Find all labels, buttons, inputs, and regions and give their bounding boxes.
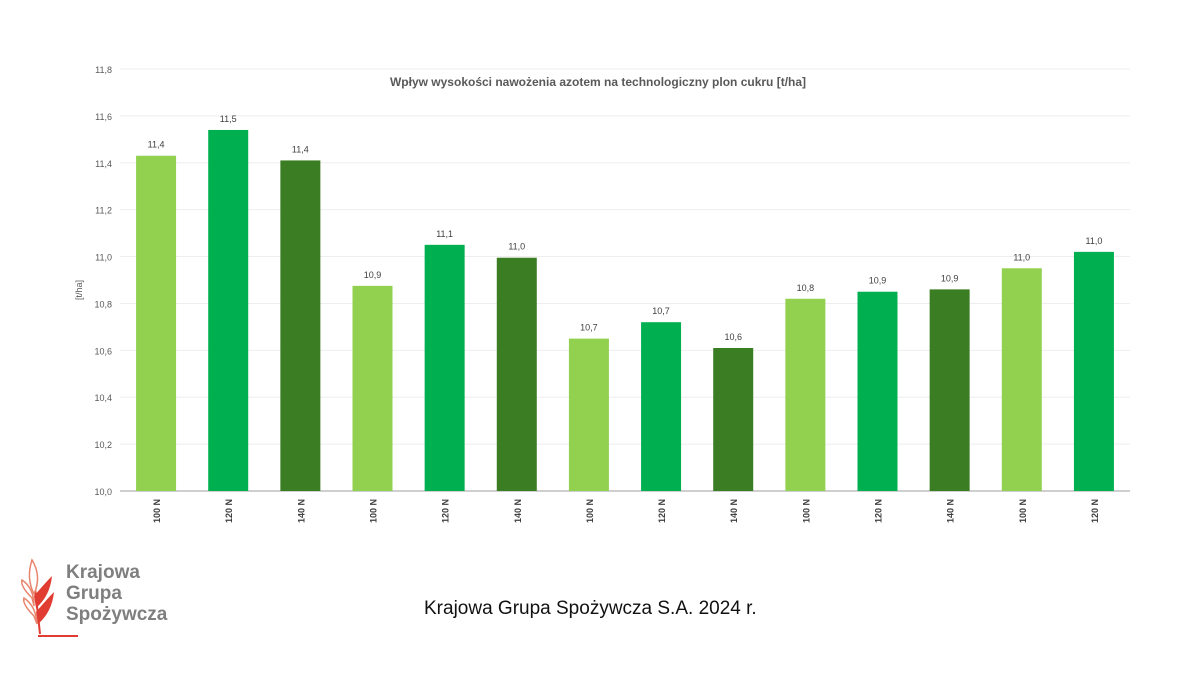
y-tick-label: 10,2 (94, 440, 112, 450)
bar (857, 291, 898, 491)
x-tick-label: 100 N (152, 499, 162, 523)
bar (785, 298, 826, 491)
bar (352, 285, 393, 491)
x-tick-label: 100 N (801, 499, 811, 523)
data-label: 10,9 (364, 270, 382, 280)
y-tick-label: 11,8 (95, 65, 112, 75)
y-tick-label: 10,8 (94, 299, 112, 309)
x-tick-label: 140 N (296, 499, 306, 523)
data-label: 10,6 (724, 332, 742, 342)
data-label: 10,9 (869, 276, 887, 286)
data-label: 10,8 (797, 283, 815, 293)
data-label: 10,7 (580, 323, 598, 333)
data-label: 11,5 (220, 114, 237, 124)
wheat-logo-icon (20, 558, 78, 637)
y-tick-label: 11,4 (95, 159, 112, 169)
data-label: 11,0 (1085, 236, 1102, 246)
data-label: 11,0 (508, 242, 525, 252)
x-tick-label: 100 N (1018, 499, 1028, 523)
bar (929, 289, 970, 491)
x-tick-label: 140 N (729, 499, 739, 523)
bar (496, 257, 537, 491)
company-logo: Krajowa Grupa Spożywcza (18, 556, 198, 646)
y-axis-label: [t/ha] (74, 280, 84, 300)
logo-line-3: Spożywcza (66, 604, 168, 625)
y-tick-label: 10,6 (94, 346, 112, 356)
logo-line-1: Krajowa (66, 562, 140, 583)
x-tick-label: 120 N (441, 499, 451, 523)
chart-title: Wpływ wysokości nawożenia azotem na tech… (390, 75, 806, 89)
bar (136, 155, 177, 491)
y-tick-label: 11,0 (95, 253, 112, 263)
bar (280, 160, 321, 491)
bar (208, 129, 249, 491)
x-tick-label: 120 N (657, 499, 667, 523)
y-tick-label: 11,2 (95, 206, 112, 216)
bar (568, 338, 609, 491)
y-tick-label: 10,4 (94, 393, 112, 403)
x-tick-label: 100 N (369, 499, 379, 523)
data-label: 11,4 (148, 140, 165, 150)
x-tick-label: 120 N (1090, 499, 1100, 523)
x-tick-label: 120 N (224, 499, 234, 523)
x-tick-label: 140 N (513, 499, 523, 523)
x-tick-label: 120 N (874, 499, 884, 523)
bar (713, 347, 754, 491)
x-tick-label: 140 N (946, 499, 956, 523)
bar (641, 322, 682, 491)
y-tick-label: 10,0 (94, 487, 112, 497)
bar (424, 244, 465, 491)
y-tick-label: 11,6 (95, 112, 112, 122)
data-label: 10,7 (652, 306, 670, 316)
x-tick-label: 100 N (585, 499, 595, 523)
data-label: 11,0 (1013, 252, 1030, 262)
logo-line-2: Grupa (66, 583, 122, 604)
bar-chart: Wpływ wysokości nawożenia azotem na tech… (74, 65, 1130, 523)
bar (1001, 268, 1042, 491)
data-label: 11,4 (292, 144, 309, 154)
bar (1073, 251, 1114, 491)
footer-caption: Krajowa Grupa Spożywcza S.A. 2024 r. (424, 598, 757, 619)
data-label: 10,9 (941, 273, 959, 283)
data-label: 11,1 (436, 229, 453, 239)
